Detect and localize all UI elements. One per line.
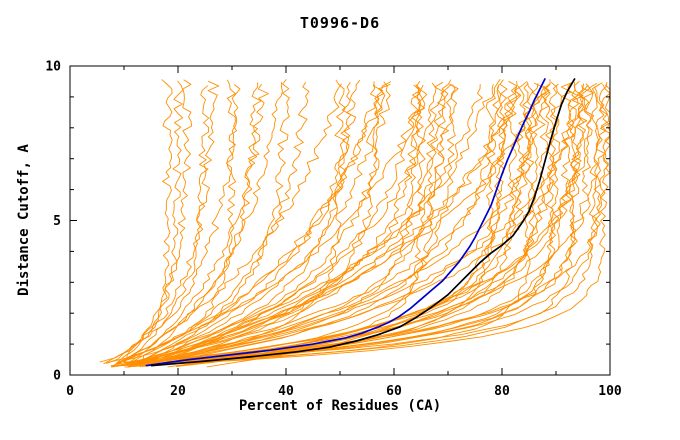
- x-tick-label: 60: [386, 384, 402, 399]
- model-curve-orange: [103, 85, 210, 365]
- model-curve-orange: [139, 83, 391, 368]
- model-curve-orange: [135, 88, 517, 363]
- model-curve-orange: [118, 84, 483, 363]
- model-curve-orange: [141, 83, 594, 367]
- model-curve-orange: [128, 81, 391, 365]
- model-curve-orange: [112, 79, 193, 368]
- model-curve-orange: [105, 80, 184, 365]
- model-curve-orange: [144, 82, 573, 366]
- model-curve-orange: [145, 80, 518, 365]
- highlighted-curve-blue-model: [145, 78, 546, 367]
- x-tick-label: 0: [66, 384, 74, 399]
- model-curve-orange: [136, 84, 380, 364]
- model-curve-orange: [123, 83, 342, 363]
- x-tick-label: 100: [598, 384, 622, 399]
- model-curve-orange: [132, 79, 551, 363]
- model-curve-orange: [125, 86, 500, 365]
- highlighted-curve-black-model: [150, 77, 576, 367]
- model-curve-orange: [123, 84, 241, 363]
- x-tick-label: 20: [170, 384, 186, 399]
- model-curve-orange: [118, 84, 428, 364]
- model-curve-orange: [150, 81, 444, 366]
- model-curve-orange: [166, 84, 585, 364]
- y-axis-label: Distance Cutoff, A: [16, 144, 32, 296]
- model-curve-orange: [127, 87, 550, 366]
- x-axis-label: Percent of Residues (CA): [238, 398, 442, 414]
- y-tick-label: 10: [45, 60, 61, 75]
- model-curve-orange: [111, 79, 346, 368]
- model-curve-orange: [111, 83, 535, 367]
- model-curve-orange: [206, 84, 507, 368]
- model-curve-orange: [121, 81, 352, 366]
- chart-title: T0996-D6: [299, 14, 381, 32]
- model-curve-orange: [117, 80, 220, 365]
- model-curve-orange: [127, 84, 426, 364]
- model-curve-orange: [134, 79, 508, 363]
- y-tick-label: 5: [53, 214, 61, 229]
- model-curve-orange: [107, 79, 238, 363]
- model-curve-orange: [200, 83, 591, 363]
- model-curve-orange: [146, 80, 422, 365]
- model-curve-orange: [113, 82, 262, 366]
- model-curve-orange: [110, 82, 437, 367]
- model-curve-orange: [156, 81, 611, 366]
- model-curve-orange: [133, 81, 562, 366]
- model-curve-orange: [149, 82, 605, 366]
- model-curve-orange: [175, 83, 559, 368]
- model-curve-orange: [138, 83, 452, 363]
- model-curve-orange: [167, 83, 611, 368]
- model-curve-orange: [99, 79, 173, 363]
- y-tick-label: 0: [53, 369, 61, 384]
- model-curve-orange: [149, 81, 528, 365]
- x-tick-label: 80: [494, 384, 510, 399]
- model-curve-orange: [138, 81, 392, 365]
- model-curve-orange: [129, 84, 269, 363]
- model-curve-orange: [127, 78, 501, 367]
- model-curve-orange: [138, 80, 580, 365]
- model-curve-orange: [118, 79, 290, 363]
- model-curve-orange: [116, 81, 384, 365]
- x-tick-label: 40: [278, 384, 294, 399]
- model-curve-orange: [135, 79, 361, 364]
- model-curve-orange: [133, 81, 283, 366]
- model-curve-orange: [148, 84, 589, 364]
- model-curve-orange: [145, 84, 458, 364]
- model-curve-orange: [124, 82, 310, 366]
- model-curve-orange: [143, 83, 600, 363]
